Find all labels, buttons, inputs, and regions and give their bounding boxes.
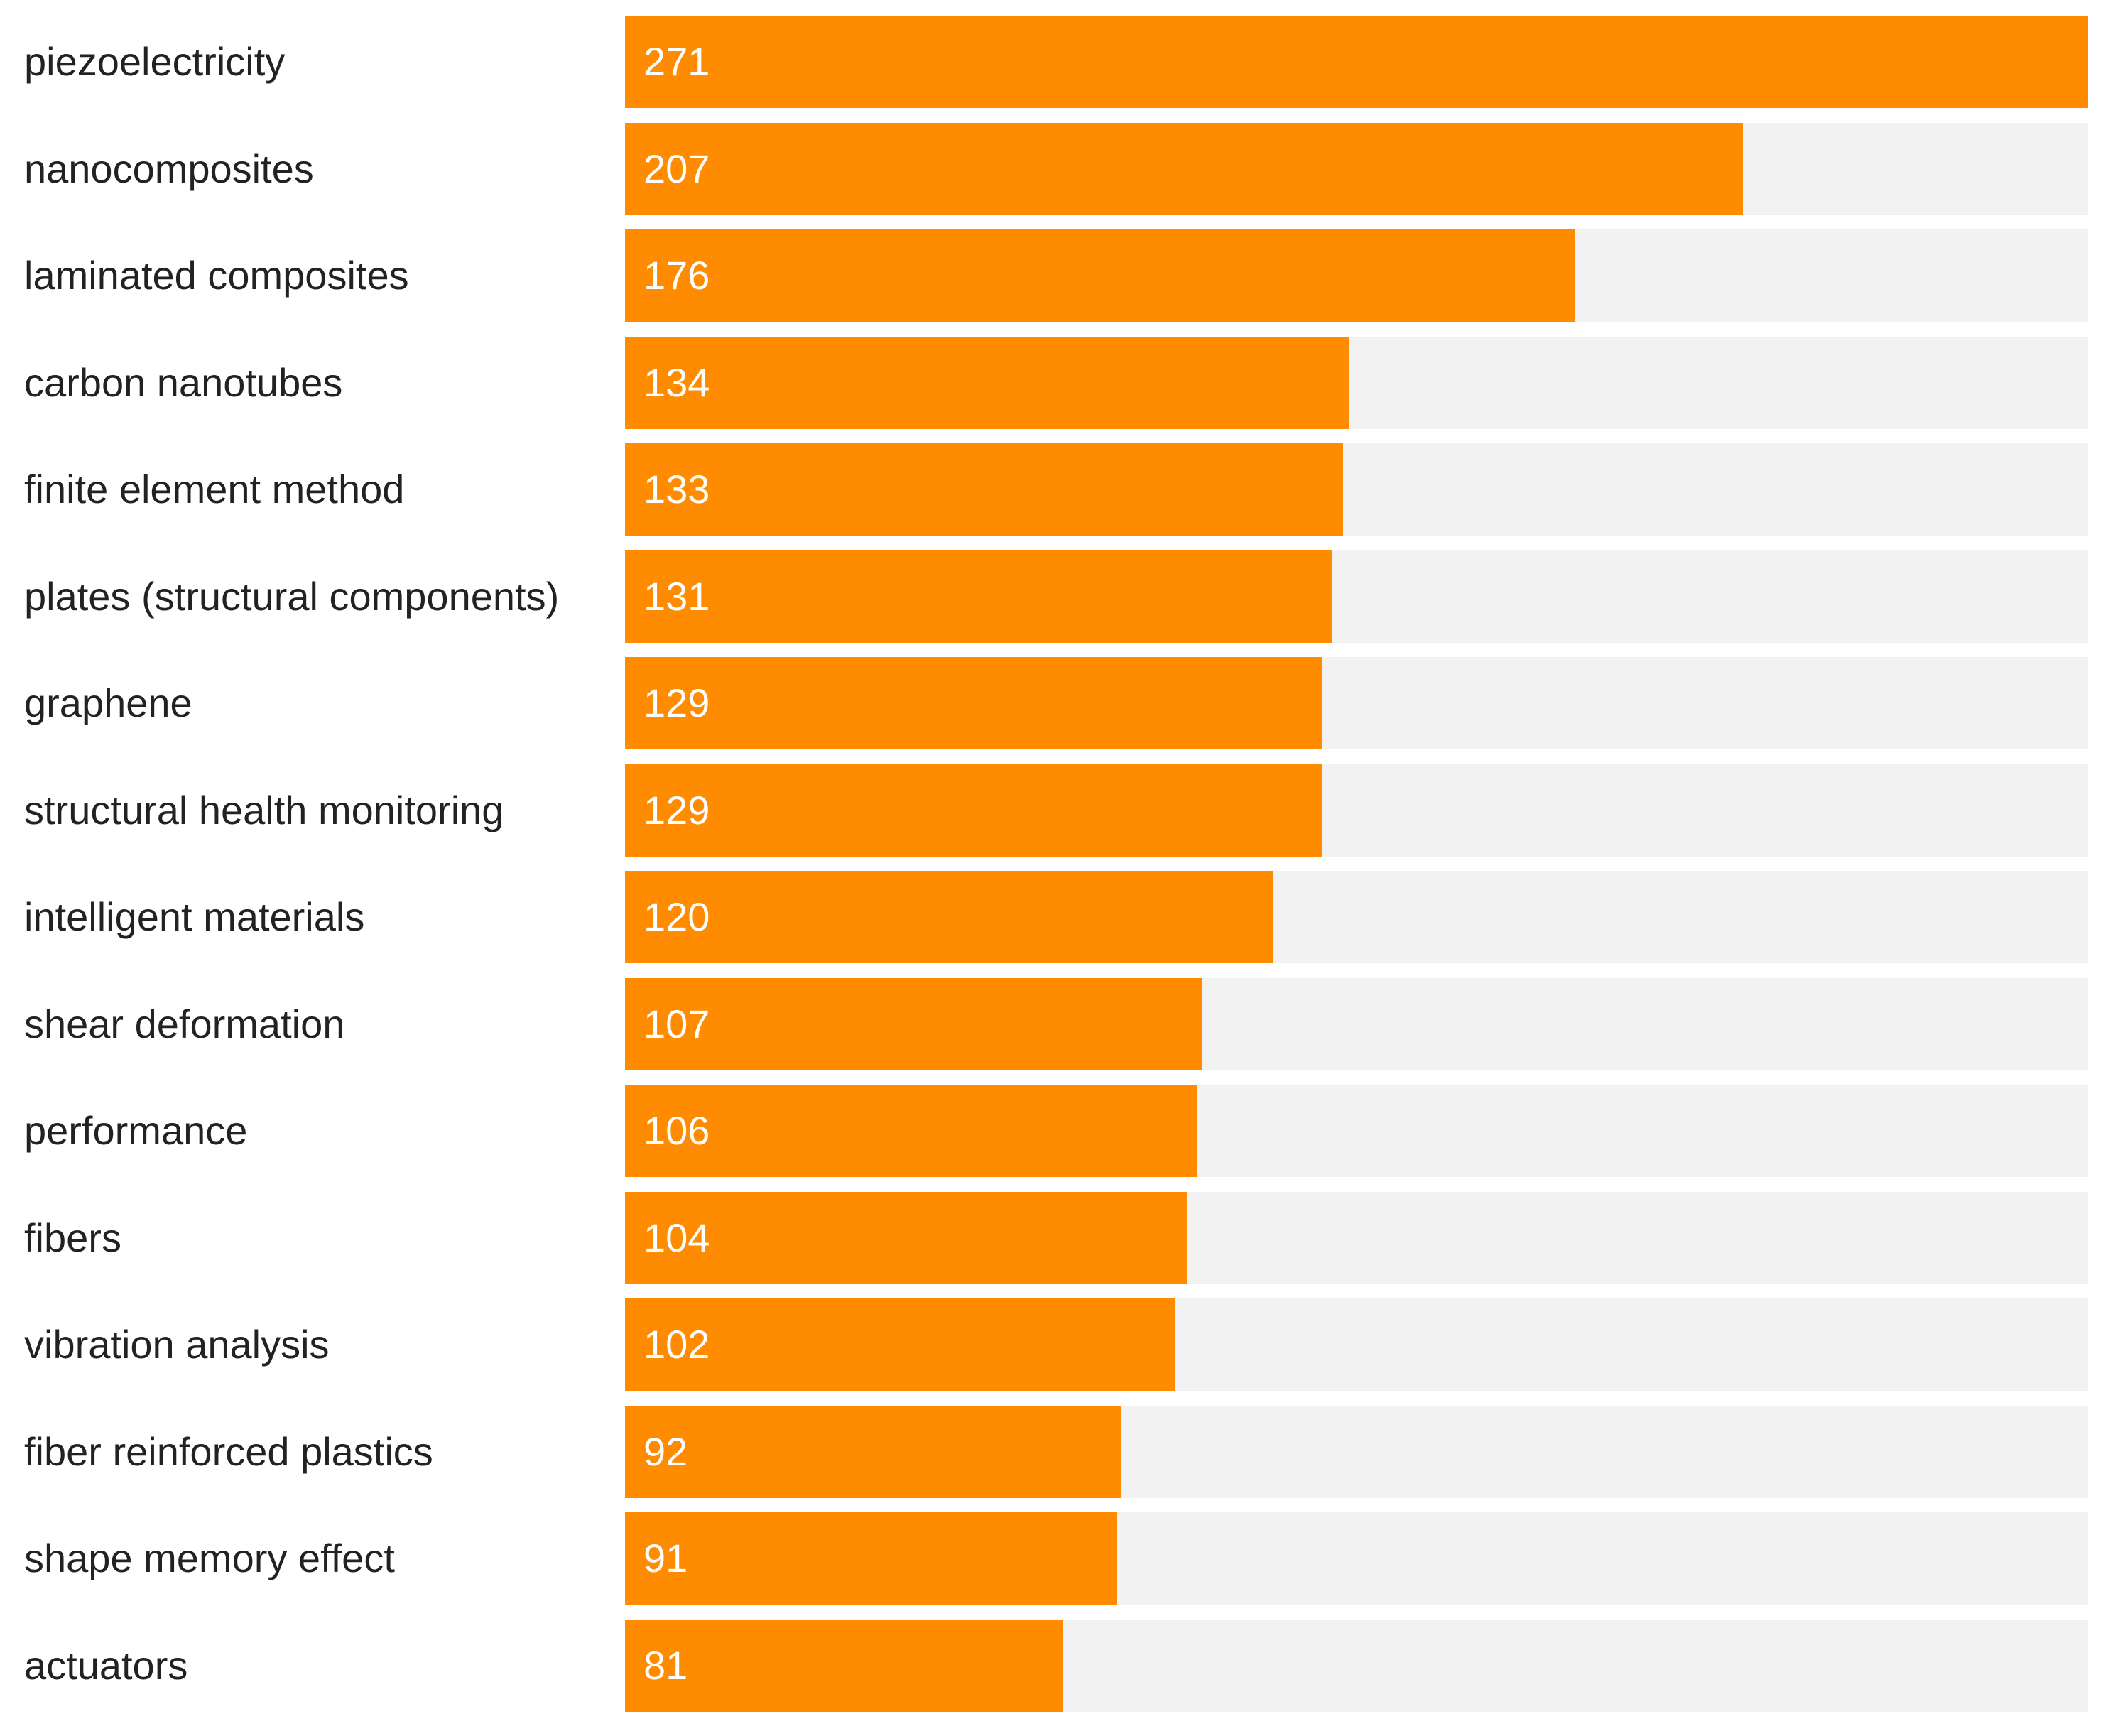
bar-track: 104 [625, 1191, 2088, 1284]
bar: 81 [625, 1619, 1063, 1712]
category-label: laminated composites [24, 253, 409, 298]
bar-row: fiber reinforced plastics 92 [0, 1405, 2108, 1498]
bar-row: intelligent materials 120 [0, 871, 2108, 963]
bar-track: 120 [625, 871, 2088, 963]
bar-row: actuators 81 [0, 1619, 2108, 1712]
bar-row: shape memory effect 91 [0, 1512, 2108, 1605]
bar-value-label: 120 [643, 894, 710, 939]
bar-value-label: 107 [643, 1001, 710, 1046]
bar: 104 [625, 1191, 1187, 1284]
bar-row: finite element method 133 [0, 443, 2108, 536]
bar-track: 107 [625, 977, 2088, 1070]
bar-track: 102 [625, 1298, 2088, 1391]
bar-value-label: 102 [643, 1322, 710, 1367]
bar: 91 [625, 1512, 1117, 1605]
category-label: piezoelectricity [24, 39, 286, 84]
bar-value-label: 133 [643, 467, 710, 511]
bar-value-label: 129 [643, 787, 710, 832]
bar: 133 [625, 443, 1343, 536]
bar-row: vibration analysis 102 [0, 1298, 2108, 1391]
category-label: nanocomposites [24, 146, 314, 191]
category-label: intelligent materials [24, 894, 365, 939]
bar: 129 [625, 764, 1322, 857]
bar-track: 131 [625, 550, 2088, 643]
category-label: plates (structural components) [24, 573, 560, 619]
category-label: vibration analysis [24, 1322, 330, 1367]
bar-value-label: 81 [643, 1642, 688, 1688]
bar-track: 106 [625, 1085, 2088, 1177]
bar-row: laminated composites 176 [0, 229, 2108, 322]
bar-row: fibers 104 [0, 1191, 2108, 1284]
bar-track: 81 [625, 1619, 2088, 1712]
bar-track: 129 [625, 764, 2088, 857]
bar-value-label: 176 [643, 253, 710, 298]
bar-value-label: 91 [643, 1536, 688, 1580]
bar-row: carbon nanotubes 134 [0, 336, 2108, 429]
bar-track: 271 [625, 16, 2088, 108]
category-label: actuators [24, 1642, 188, 1688]
bar: 176 [625, 229, 1575, 322]
category-label: structural health monitoring [24, 787, 504, 832]
category-label: performance [24, 1108, 248, 1153]
bar: 92 [625, 1405, 1122, 1498]
bar-value-label: 92 [643, 1428, 688, 1474]
bar-value-label: 207 [643, 146, 710, 191]
bar-row: graphene 129 [0, 657, 2108, 749]
bar-value-label: 271 [643, 39, 710, 84]
bar: 120 [625, 871, 1273, 963]
bar-row: plates (structural components) 131 [0, 550, 2108, 643]
bar-row: shear deformation 107 [0, 977, 2108, 1070]
bar-track: 91 [625, 1512, 2088, 1605]
bar-track: 133 [625, 443, 2088, 536]
bar-track: 92 [625, 1405, 2088, 1498]
bar-value-label: 134 [643, 359, 710, 405]
bar: 107 [625, 977, 1203, 1070]
category-label: fibers [24, 1215, 121, 1260]
category-label: shape memory effect [24, 1536, 395, 1580]
bar: 131 [625, 550, 1332, 643]
bar-row: piezoelectricity 271 [0, 16, 2108, 108]
bar-row: nanocomposites 207 [0, 122, 2108, 215]
bar-value-label: 104 [643, 1215, 710, 1260]
bar-track: 207 [625, 122, 2088, 215]
category-label: shear deformation [24, 1001, 345, 1046]
bar-row: structural health monitoring 129 [0, 764, 2108, 857]
bar: 207 [625, 122, 1743, 215]
bar-value-label: 131 [643, 573, 710, 619]
category-label: graphene [24, 680, 192, 725]
bar: 102 [625, 1298, 1176, 1391]
bar: 106 [625, 1085, 1197, 1177]
category-label: carbon nanotubes [24, 359, 343, 405]
category-label: finite element method [24, 467, 405, 511]
bar-value-label: 106 [643, 1108, 710, 1153]
bar: 134 [625, 336, 1349, 429]
category-label: fiber reinforced plastics [24, 1428, 433, 1474]
bar-track: 134 [625, 336, 2088, 429]
bar: 129 [625, 657, 1322, 749]
bar-value-label: 129 [643, 680, 710, 725]
bar-row: performance 106 [0, 1085, 2108, 1177]
bar: 271 [625, 16, 2088, 108]
bar-track: 129 [625, 657, 2088, 749]
bar-track: 176 [625, 229, 2088, 322]
